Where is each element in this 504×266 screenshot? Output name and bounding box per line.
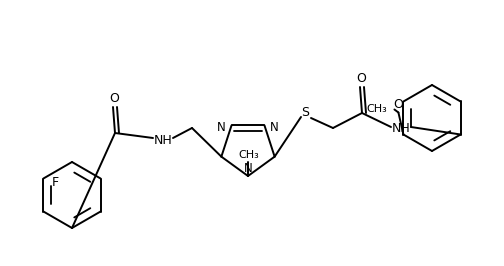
Text: O: O — [394, 98, 403, 111]
Text: CH₃: CH₃ — [366, 105, 387, 114]
Text: N: N — [243, 161, 253, 174]
Text: O: O — [356, 73, 366, 85]
Text: N: N — [217, 121, 226, 134]
Text: O: O — [109, 93, 119, 106]
Text: NH: NH — [154, 134, 172, 147]
Text: S: S — [301, 106, 309, 119]
Text: NH: NH — [392, 123, 410, 135]
Text: F: F — [52, 176, 59, 189]
Text: N: N — [270, 121, 279, 134]
Text: CH₃: CH₃ — [238, 150, 260, 160]
